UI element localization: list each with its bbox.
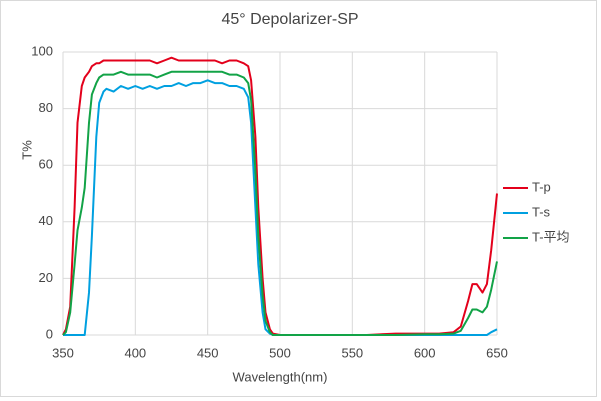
legend-label: T-s	[532, 204, 551, 219]
y-tick-label: 80	[39, 100, 53, 115]
y-axis-label: T%	[19, 140, 34, 160]
legend-label: T-p	[532, 179, 551, 194]
data-line	[62, 70, 498, 336]
y-tick-label: 0	[46, 326, 53, 341]
y-tick-label: 60	[39, 157, 53, 172]
x-axis-label: Wavelength(nm)	[233, 369, 328, 384]
legend-label: T-平均	[532, 229, 570, 244]
x-tick-label: 650	[486, 345, 508, 360]
x-tick-label: 500	[269, 345, 291, 360]
y-tick-label: 20	[39, 270, 53, 285]
x-tick-label: 550	[341, 345, 363, 360]
x-tick-label: 450	[197, 345, 219, 360]
x-tick-label: 400	[124, 345, 146, 360]
x-tick-label: 600	[414, 345, 436, 360]
chart-title: 45° Depolarizer-SP	[221, 11, 358, 28]
y-tick-label: 100	[31, 43, 53, 58]
y-tick-label: 40	[39, 213, 53, 228]
x-tick-label: 350	[52, 345, 74, 360]
